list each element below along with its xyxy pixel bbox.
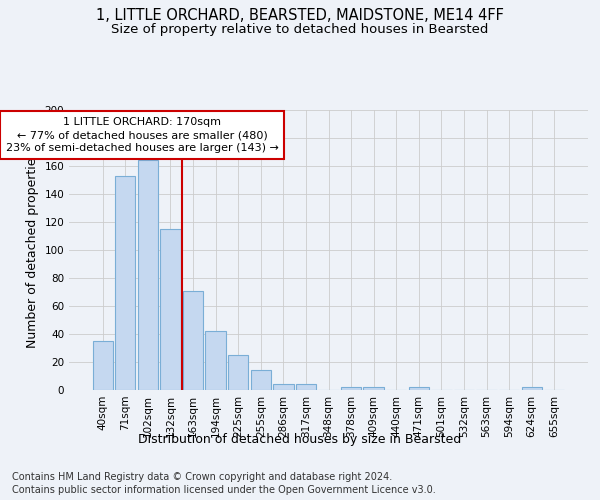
Bar: [341, 387, 361, 390]
Bar: [364, 387, 384, 390]
Text: Distribution of detached houses by size in Bearsted: Distribution of detached houses by size …: [139, 432, 461, 446]
Text: Contains HM Land Registry data © Crown copyright and database right 2024.: Contains HM Land Registry data © Crown c…: [12, 472, 392, 482]
Bar: [409, 387, 429, 390]
Text: Size of property relative to detached houses in Bearsted: Size of property relative to detached ho…: [112, 22, 488, 36]
Bar: [228, 355, 248, 390]
Bar: [273, 384, 293, 390]
Bar: [205, 331, 226, 390]
Bar: [160, 229, 181, 390]
Bar: [183, 290, 203, 390]
Text: 1, LITTLE ORCHARD, BEARSTED, MAIDSTONE, ME14 4FF: 1, LITTLE ORCHARD, BEARSTED, MAIDSTONE, …: [96, 8, 504, 22]
Bar: [92, 341, 113, 390]
Bar: [115, 176, 136, 390]
Bar: [138, 160, 158, 390]
Bar: [521, 387, 542, 390]
Y-axis label: Number of detached properties: Number of detached properties: [26, 152, 39, 348]
Bar: [296, 384, 316, 390]
Text: 1 LITTLE ORCHARD: 170sqm
← 77% of detached houses are smaller (480)
23% of semi-: 1 LITTLE ORCHARD: 170sqm ← 77% of detach…: [6, 117, 278, 154]
Text: Contains public sector information licensed under the Open Government Licence v3: Contains public sector information licen…: [12, 485, 436, 495]
Bar: [251, 370, 271, 390]
